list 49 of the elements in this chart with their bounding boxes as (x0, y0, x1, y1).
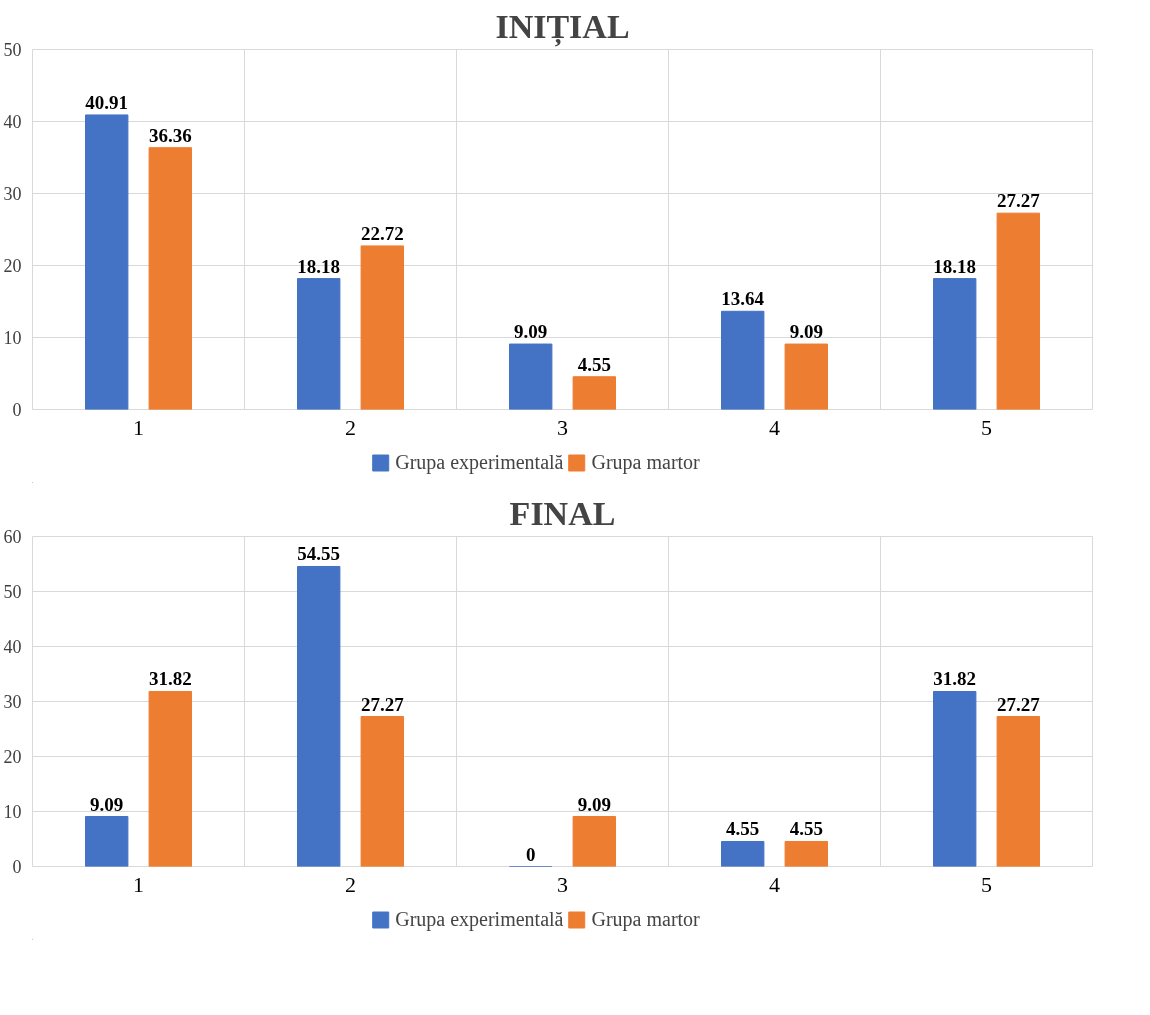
data-label: 4.55 (726, 818, 760, 840)
y-tick-label: 10 (3, 328, 22, 348)
y-tick-label: 50 (3, 582, 22, 602)
chart-title: FINAL (509, 494, 616, 532)
data-label: 27.27 (996, 693, 1041, 715)
data-label: 9.09 (90, 793, 124, 815)
y-tick-label: 20 (3, 747, 22, 767)
data-label: 54.55 (297, 543, 341, 565)
x-tick-label: 3 (557, 871, 568, 897)
x-tick-label: 2 (345, 414, 356, 440)
data-label: 18.18 (297, 255, 341, 277)
x-tick-label: 3 (557, 414, 568, 440)
legend-label: Grupa martor (591, 450, 700, 474)
x-tick-label: 5 (981, 414, 992, 440)
legend-label: Grupa experimentală (395, 907, 564, 931)
y-tick-label: 20 (3, 256, 22, 276)
y-tick-label: 30 (3, 692, 22, 712)
x-tick-label: 2 (345, 871, 356, 897)
data-label: 9.09 (577, 793, 611, 815)
data-label: 27.27 (996, 190, 1041, 212)
chart-title: INIȚIAL (495, 7, 630, 47)
data-label: 40.91 (85, 91, 129, 113)
y-tick-label: 40 (3, 112, 22, 132)
y-tick-label: 30 (3, 184, 22, 204)
x-tick-label: 4 (769, 414, 780, 440)
data-label: 31.82 (933, 668, 977, 690)
y-tick-label: 0 (12, 400, 22, 420)
data-label: 0 (525, 843, 536, 865)
data-label: 18.18 (933, 255, 977, 277)
x-tick-label: 1 (133, 871, 144, 897)
y-tick-label: 60 (3, 527, 22, 547)
y-tick-label: 50 (3, 40, 22, 60)
y-tick-label: 0 (12, 857, 22, 877)
x-tick-label: 1 (133, 414, 144, 440)
x-tick-label: 4 (769, 871, 780, 897)
data-label: 27.27 (360, 693, 405, 715)
x-tick-label: 5 (981, 871, 992, 897)
data-label: 22.72 (360, 222, 404, 244)
data-label: 9.09 (514, 321, 548, 343)
data-label: 4.55 (577, 353, 611, 375)
legend-label: Grupa martor (591, 907, 700, 931)
data-label: 9.09 (789, 321, 823, 343)
data-label: 13.64 (721, 288, 765, 310)
y-tick-label: 40 (3, 637, 22, 657)
legend-label: Grupa experimentală (395, 450, 564, 474)
y-tick-label: 10 (3, 802, 22, 822)
data-label: 31.82 (148, 668, 192, 690)
data-label: 4.55 (789, 818, 823, 840)
data-label: 36.36 (148, 124, 192, 146)
